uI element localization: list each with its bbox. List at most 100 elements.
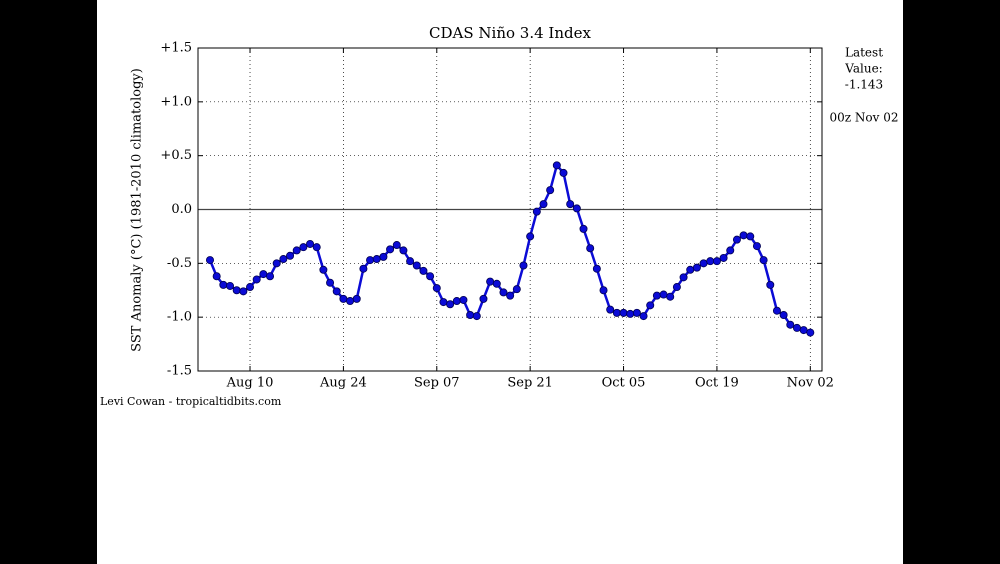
x-tick-label: Oct 05: [602, 376, 646, 391]
y-tick-label: -0.5: [167, 256, 192, 271]
data-point: [392, 241, 401, 250]
data-point: [406, 257, 415, 266]
data-point: [592, 264, 601, 273]
data-point: [232, 286, 241, 295]
plot-frame: [197, 47, 823, 372]
y-tick-label: +0.5: [160, 148, 192, 163]
data-point: [746, 232, 755, 241]
data-point: [619, 308, 628, 317]
data-point: [599, 286, 608, 295]
data-point: [546, 186, 555, 195]
data-point: [286, 251, 295, 260]
data-point: [292, 246, 301, 255]
data-point: [506, 291, 515, 300]
data-point: [432, 284, 441, 293]
data-point: [779, 311, 788, 320]
x-tick-label: Sep 07: [414, 376, 460, 391]
data-point: [339, 294, 348, 303]
data-point: [219, 280, 228, 289]
data-point: [252, 275, 261, 284]
credit: Levi Cowan - tropicaltidbits.com: [100, 395, 282, 408]
data-point: [699, 259, 708, 268]
annotation: Latest: [845, 46, 883, 60]
data-point: [359, 264, 368, 273]
data-point: [732, 235, 741, 244]
data-point: [259, 270, 268, 279]
data-point: [246, 283, 255, 292]
data-point: [299, 243, 308, 252]
data-point: [519, 261, 528, 270]
data-point: [239, 287, 248, 296]
data-point: [372, 255, 381, 264]
data-point: [426, 272, 435, 281]
x-tick-label: Aug 10: [226, 376, 274, 391]
data-point: [652, 291, 661, 300]
data-point: [492, 279, 501, 288]
data-point: [306, 239, 315, 248]
data-point: [446, 300, 455, 309]
data-point: [706, 257, 715, 266]
y-axis-label: SST Anomaly (°C) (1981-2010 climatology): [130, 68, 145, 352]
y-tick-label: -1.0: [167, 310, 192, 325]
data-point: [586, 244, 595, 253]
data-point: [226, 281, 235, 290]
data-point: [739, 231, 748, 240]
annotation: 00z Nov 02: [830, 111, 899, 125]
data-point: [666, 292, 675, 301]
data-point: [672, 283, 681, 292]
data-point: [399, 246, 408, 255]
data-point: [412, 261, 421, 270]
data-point: [526, 232, 535, 241]
data-point: [332, 287, 341, 296]
x-tick-label: Sep 21: [507, 376, 553, 391]
data-point: [466, 311, 475, 320]
chart: CDAS Niño 3.4 Index SST Anomaly (°C) (19…: [100, 24, 899, 408]
data-point: [419, 266, 428, 275]
data-point: [559, 168, 568, 177]
data-point: [512, 285, 521, 294]
data-point: [766, 280, 775, 289]
data-point: [639, 312, 648, 321]
y-tick-label: +1.5: [160, 41, 192, 56]
data-point: [439, 298, 448, 307]
data-point: [205, 256, 214, 265]
data-point: [379, 252, 388, 261]
data-point: [566, 200, 575, 209]
y-tick-label: 0.0: [171, 202, 192, 217]
data-point: [386, 245, 395, 254]
data-point: [719, 253, 728, 262]
annotation: Value:: [844, 62, 882, 76]
data-point: [499, 288, 508, 297]
data-point: [632, 308, 641, 317]
x-tick-label: Oct 19: [695, 376, 739, 391]
chart-title: CDAS Niño 3.4 Index: [429, 24, 591, 42]
data-point: [692, 263, 701, 272]
data-point: [472, 312, 481, 321]
data-point: [366, 256, 375, 265]
data-point: [772, 306, 781, 315]
data-point: [752, 242, 761, 251]
data-point: [679, 273, 688, 282]
y-tick-label: +1.0: [160, 94, 192, 109]
data-point: [212, 272, 221, 281]
y-tick-label: -1.5: [167, 364, 192, 379]
data-point: [312, 243, 321, 252]
data-point: [552, 161, 561, 170]
data-point: [799, 326, 808, 335]
data-point: [452, 297, 461, 306]
data-point: [579, 224, 588, 233]
x-tick-label: Aug 24: [319, 376, 367, 391]
data-point: [626, 309, 635, 318]
data-point: [792, 323, 801, 332]
data-point: [352, 294, 361, 303]
data-point: [806, 328, 815, 337]
data-point: [486, 277, 495, 286]
data-point: [759, 256, 768, 265]
data-point: [319, 265, 328, 274]
data-point: [612, 308, 621, 317]
data-point: [479, 294, 488, 303]
data-point: [346, 297, 355, 306]
data-point: [726, 246, 735, 255]
